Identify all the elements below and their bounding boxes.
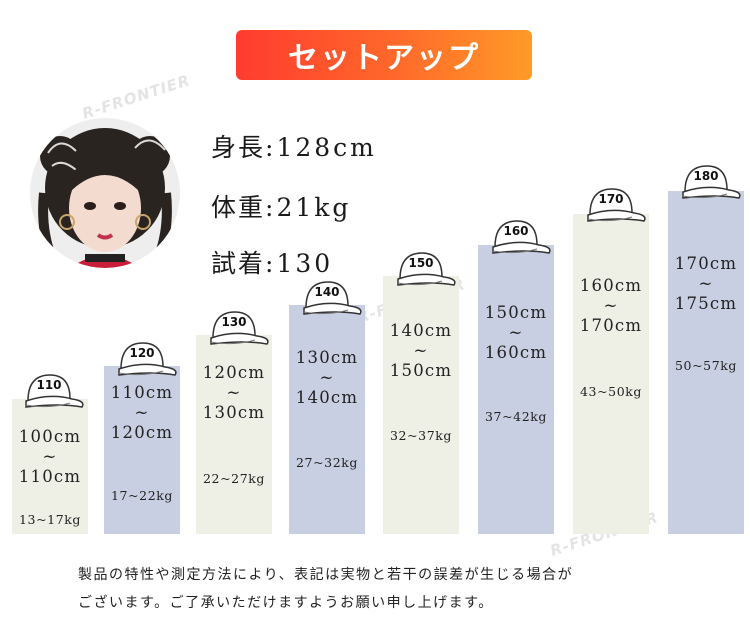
cap-icon bbox=[118, 342, 177, 376]
disclaimer-line-2: ございます。ご了承いただけますようお願い申し上げます。 bbox=[78, 595, 494, 611]
size-label: 160 bbox=[503, 224, 529, 238]
separator: : bbox=[265, 193, 277, 222]
height-range: 160cm ~170cm bbox=[579, 276, 643, 335]
separator: : bbox=[265, 249, 277, 278]
weight-range: 43~50kg bbox=[579, 384, 643, 399]
size-label: 120 bbox=[129, 346, 155, 360]
height-range: 170cm ~175cm bbox=[674, 254, 738, 313]
size-cap-130: 130 bbox=[205, 310, 275, 352]
size-cap-140: 140 bbox=[298, 280, 368, 322]
height-range: 130cm ~140cm bbox=[295, 348, 359, 407]
model-avatar bbox=[30, 118, 180, 268]
size-bar-180: 170cm ~175cm 50~57kg bbox=[668, 191, 744, 534]
size-bar-130: 120cm ~130cm 22~27kg bbox=[196, 335, 272, 534]
cap-icon bbox=[682, 165, 741, 199]
weight-range: 27~32kg bbox=[295, 455, 359, 470]
cap-icon bbox=[587, 188, 646, 222]
model-fit-value: 130 bbox=[276, 249, 334, 278]
weight-range: 13~17kg bbox=[18, 512, 82, 527]
cap-icon bbox=[210, 311, 269, 345]
size-cap-120: 120 bbox=[113, 341, 183, 383]
size-cap-170: 170 bbox=[582, 187, 652, 229]
cap-icon bbox=[492, 220, 551, 254]
cap-icon bbox=[303, 281, 362, 315]
size-cap-160: 160 bbox=[487, 219, 557, 261]
size-bar-140: 130cm ~140cm 27~32kg bbox=[289, 305, 365, 534]
size-label: 140 bbox=[314, 285, 340, 299]
separator: : bbox=[265, 133, 277, 162]
model-fit-label: 試着 bbox=[211, 249, 266, 278]
size-label: 130 bbox=[221, 315, 247, 329]
height-range: 120cm ~130cm bbox=[202, 363, 266, 422]
size-label: 150 bbox=[408, 256, 434, 270]
height-range: 100cm ~110cm bbox=[18, 427, 82, 486]
size-cap-180: 180 bbox=[677, 164, 747, 206]
size-cap-110: 110 bbox=[20, 373, 90, 415]
page-title: セットアップ bbox=[236, 30, 532, 80]
height-range: 140cm ~150cm bbox=[389, 321, 453, 380]
weight-range: 32~37kg bbox=[389, 428, 453, 443]
model-weight-value: 21kg bbox=[276, 193, 352, 222]
model-weight: 体重:21kg bbox=[211, 188, 351, 224]
weight-range: 22~27kg bbox=[202, 471, 266, 486]
model-height: 身長:128cm bbox=[211, 128, 377, 164]
weight-range: 50~57kg bbox=[674, 358, 738, 373]
model-fit-size: 試着:130 bbox=[211, 244, 333, 280]
model-height-label: 身長 bbox=[211, 133, 266, 162]
model-height-value: 128cm bbox=[276, 133, 377, 162]
size-label: 180 bbox=[693, 169, 719, 183]
height-range: 150cm ~160cm bbox=[484, 303, 548, 362]
size-bar-110: 100cm ~110cm 13~17kg bbox=[12, 399, 88, 534]
disclaimer-line-1: 製品の特性や測定方法により、表記は実物と若干の誤差が生じる場合が bbox=[78, 567, 574, 583]
size-bar-170: 160cm ~170cm 43~50kg bbox=[573, 214, 649, 534]
size-bar-120: 110cm ~120cm 17~22kg bbox=[104, 366, 180, 534]
weight-range: 17~22kg bbox=[110, 488, 174, 503]
size-bar-150: 140cm ~150cm 32~37kg bbox=[383, 276, 459, 534]
model-weight-label: 体重 bbox=[211, 193, 266, 222]
size-label: 110 bbox=[36, 378, 62, 392]
size-bar-160: 150cm ~160cm 37~42kg bbox=[478, 245, 554, 534]
weight-range: 37~42kg bbox=[484, 409, 548, 424]
cap-icon bbox=[25, 374, 84, 408]
size-cap-150: 150 bbox=[392, 251, 462, 293]
cap-icon bbox=[397, 252, 456, 286]
size-label: 170 bbox=[598, 192, 624, 206]
height-range: 110cm ~120cm bbox=[110, 383, 174, 442]
watermark: R-FRONTIER bbox=[79, 71, 193, 123]
